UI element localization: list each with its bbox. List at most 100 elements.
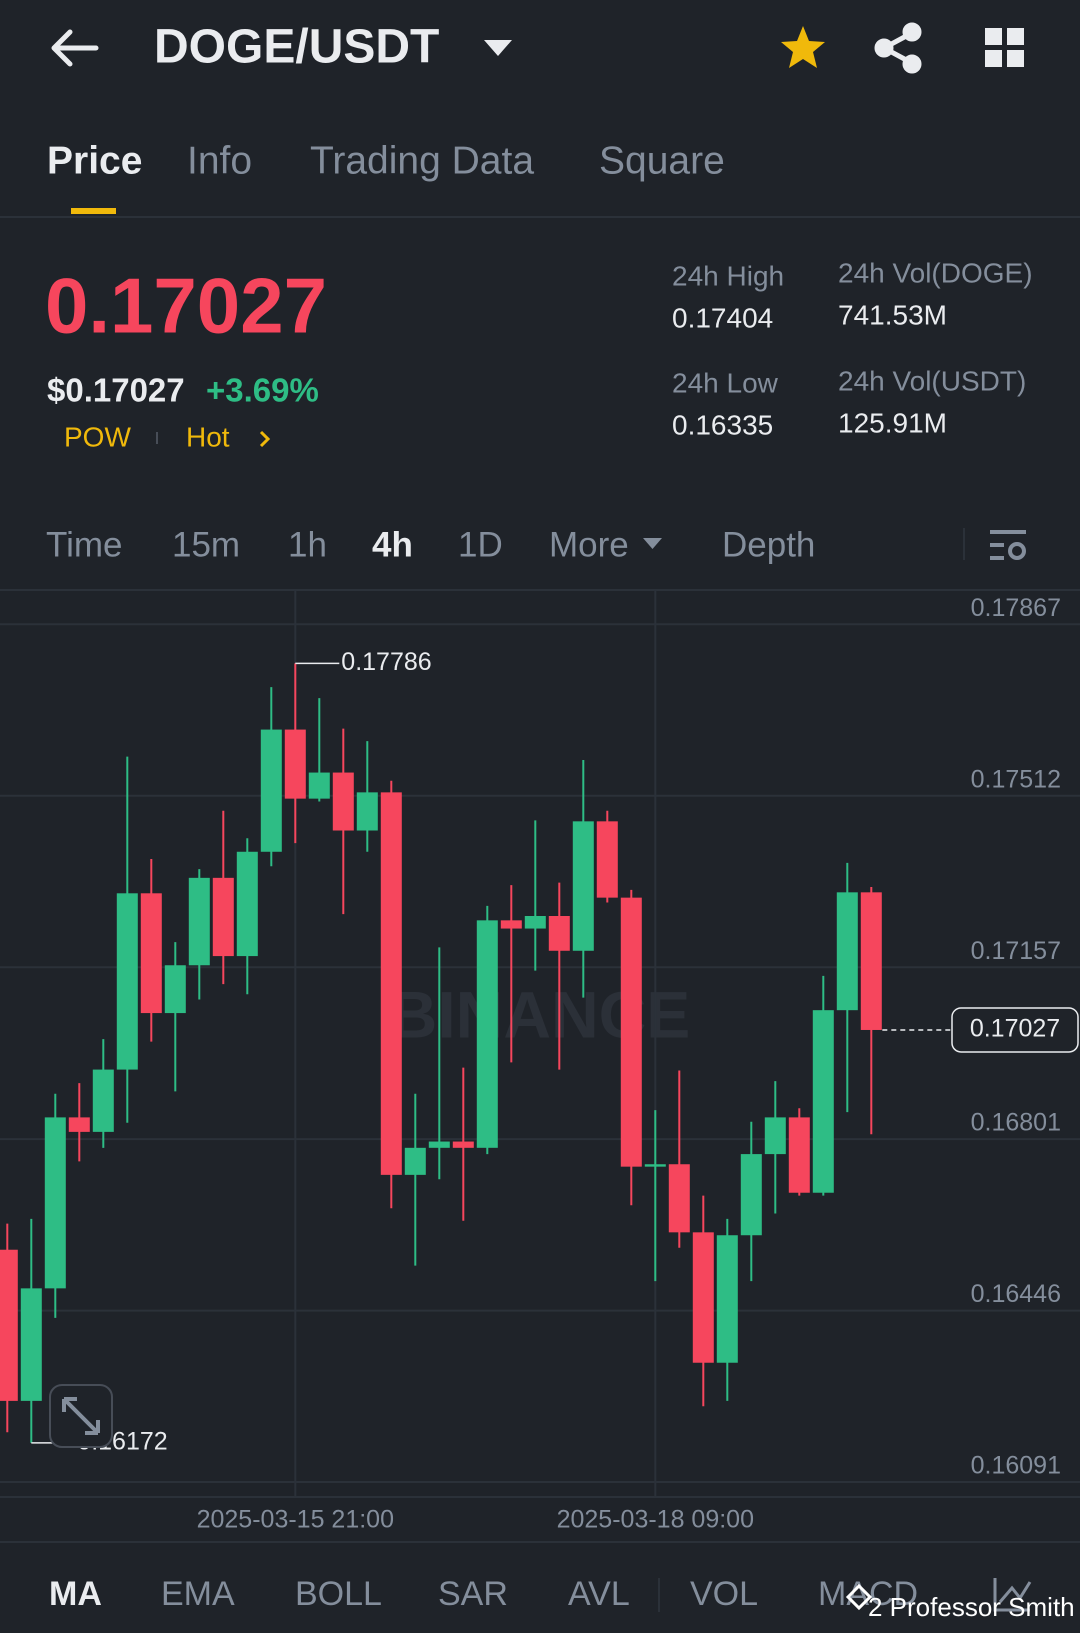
tab[interactable]: Trading Data <box>310 139 534 182</box>
candle-body <box>356 792 378 831</box>
tab-indicator <box>71 208 116 214</box>
share-dot <box>902 22 922 42</box>
back-arrow <box>51 29 99 67</box>
candle-body <box>476 920 498 1148</box>
tab[interactable]: Square <box>599 139 725 182</box>
favorite-star[interactable] <box>781 26 825 68</box>
last-price-box <box>951 1007 1079 1053</box>
indicator[interactable]: VOL <box>690 1575 758 1613</box>
candle-body <box>716 1235 738 1363</box>
candlestick-chart: BINANCE 0.17867 0.17512 0.17157 0.16801 0.164… <box>0 590 1080 1534</box>
interval[interactable]: 1h <box>288 525 327 564</box>
price-change: +3.69% <box>206 372 319 409</box>
candle-body <box>764 1117 786 1155</box>
interval[interactable]: Time <box>46 525 122 564</box>
stat-label: 24h High <box>672 260 784 291</box>
candle-body <box>740 1154 762 1236</box>
candle-body <box>188 877 210 966</box>
candle-body <box>860 892 882 1030</box>
interval[interactable]: 15m <box>172 525 240 564</box>
candle-body <box>836 892 858 1011</box>
tab[interactable]: Info <box>187 139 252 182</box>
candle-body <box>812 1010 834 1193</box>
candle-body <box>788 1117 810 1193</box>
candle-body <box>332 772 354 831</box>
y-tick-label: 0.17867 <box>971 594 1061 622</box>
interval[interactable]: 1D <box>458 525 503 564</box>
x-tick-label: 2025-03-18 09:00 <box>557 1506 754 1534</box>
stat-label: 24h Low <box>672 367 779 398</box>
usd-price: $0.17027 <box>47 372 185 409</box>
y-tick-label: 0.17512 <box>971 765 1061 793</box>
candle-body <box>116 893 138 1070</box>
candle-body <box>500 920 522 929</box>
chart-settings[interactable] <box>990 530 1026 560</box>
stat-value: 0.17404 <box>672 302 773 333</box>
candle-body <box>236 851 258 957</box>
expand-icon <box>62 1397 100 1435</box>
credit-logo <box>845 1583 873 1611</box>
candle-body <box>428 1141 450 1148</box>
tab[interactable]: Price <box>47 139 142 182</box>
candle-body <box>572 821 594 951</box>
candle-body <box>260 729 282 852</box>
candle-body <box>92 1069 114 1132</box>
y-tick-label: 0.16091 <box>971 1452 1061 1480</box>
tag-chevron <box>259 430 271 448</box>
pair-dropdown[interactable] <box>484 40 512 56</box>
candle-body <box>68 1117 90 1132</box>
stat-label: 24h Vol(USDT) <box>838 365 1026 396</box>
candle-body <box>140 893 162 1014</box>
candle-body <box>44 1117 66 1289</box>
grid-cell <box>985 50 1002 67</box>
y-tick-label: 0.16801 <box>971 1109 1061 1137</box>
candle-body <box>380 792 402 1175</box>
stat-value: 125.91M <box>838 407 947 438</box>
chart-watermark: BINANCE <box>390 977 691 1051</box>
candle-body <box>164 965 186 1014</box>
stat-value: 741.53M <box>838 299 947 330</box>
grid-cell <box>985 28 1002 45</box>
interval-selected[interactable]: 4h <box>372 525 413 564</box>
indicator-settings[interactable] <box>993 1578 1032 1612</box>
candle-body <box>692 1232 714 1363</box>
y-tick-label: 0.16446 <box>971 1280 1061 1308</box>
tag[interactable]: POW <box>64 421 131 452</box>
indicator[interactable]: EMA <box>161 1575 235 1613</box>
stat-value: 0.16335 <box>672 409 773 440</box>
candle-body <box>644 1164 666 1167</box>
candle-body <box>548 915 570 951</box>
share-dot <box>874 38 894 58</box>
grid-cell <box>1007 50 1024 67</box>
candle-body <box>0 1249 18 1401</box>
pair-title[interactable]: DOGE/USDT <box>154 21 439 74</box>
indicator[interactable]: AVL <box>568 1575 630 1613</box>
x-tick-label: 2025-03-15 21:00 <box>197 1506 394 1534</box>
stat-label: 24h Vol(DOGE) <box>838 257 1033 288</box>
last-price-label: 0.17027 <box>970 1015 1060 1043</box>
candle-body <box>284 729 306 799</box>
expand-button[interactable] <box>49 1384 113 1448</box>
indicator-selected[interactable]: MA <box>49 1575 102 1613</box>
depth-tab[interactable]: Depth <box>722 525 815 564</box>
candle-body <box>452 1141 474 1148</box>
candle-body <box>212 877 234 957</box>
y-tick-label: 0.17157 <box>971 937 1061 965</box>
menu-grid[interactable] <box>985 28 1024 67</box>
grid-cell <box>1007 28 1024 45</box>
high-marker-label: 0.17786 <box>341 648 431 676</box>
tag[interactable]: Hot <box>186 421 230 452</box>
candle-body <box>308 772 330 799</box>
last-price: 0.17027 <box>45 262 327 350</box>
candle-body <box>404 1147 426 1175</box>
credit-watermark: 2 Professor Smith <box>868 1592 1075 1622</box>
interval-more[interactable]: More <box>549 525 629 564</box>
share-button[interactable] <box>874 22 922 74</box>
indicator[interactable]: SAR <box>438 1575 508 1613</box>
indicator[interactable]: BOLL <box>295 1575 382 1613</box>
candle-body <box>668 1164 690 1233</box>
back-button[interactable] <box>51 29 99 67</box>
